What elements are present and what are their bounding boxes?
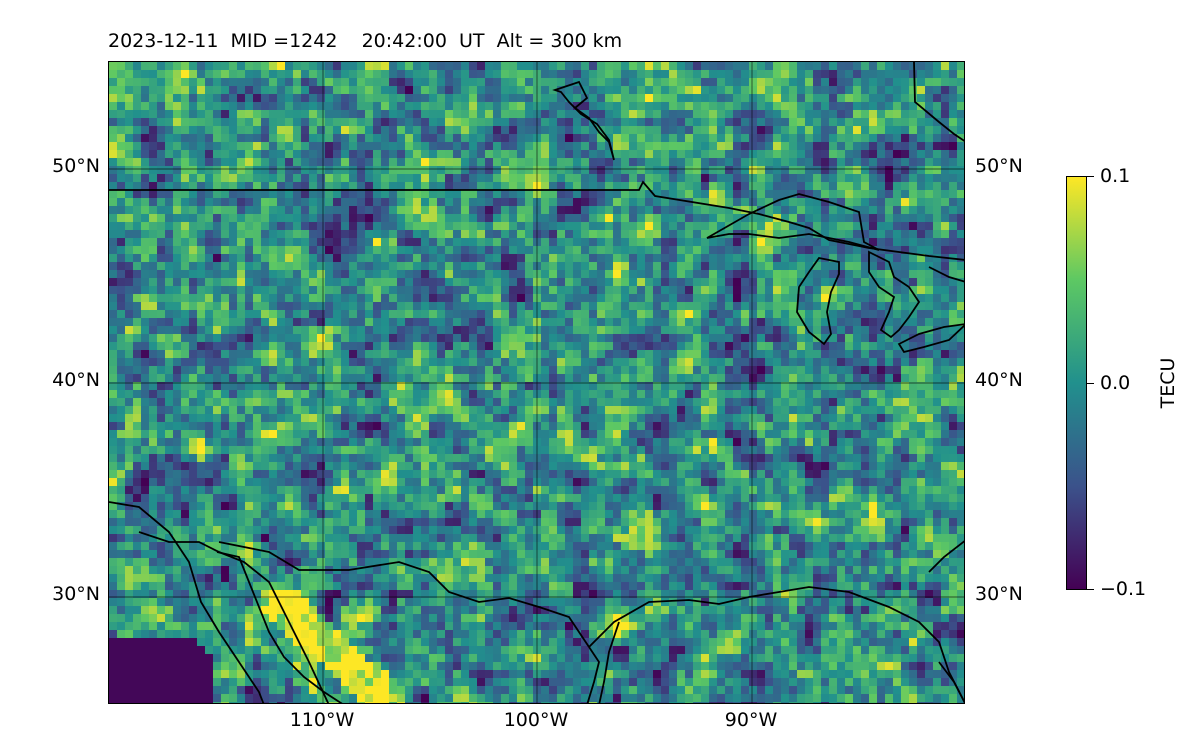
coast-gulf-mexico [588,586,964,703]
lake-winnipeg [552,80,615,161]
lon-label-100: 100°W [503,709,569,731]
colorbar-tick-max [1087,176,1094,177]
lake-michigan [796,257,840,346]
lake-ontario [928,266,964,283]
colorbar [1066,176,1087,590]
lat-label-30-right: 30°N [975,583,1023,605]
lake-erie [897,323,964,354]
coast-florida [928,540,964,573]
colorbar-tick-zero [1087,383,1094,384]
map-title: 2023-12-11 MID =1242 20:42:00 UT Alt = 3… [108,30,623,52]
coast-baja [109,501,265,703]
coast-gulf-california [216,551,343,703]
lat-label-30-left: 30°N [52,583,100,605]
coast-mexico-west [138,531,330,703]
lon-label-110: 110°W [289,709,355,731]
lake-huron [868,250,921,339]
colorbar-label-max: 0.1 [1100,165,1131,187]
graticule [109,62,964,703]
coast-hudson-bay [913,62,964,142]
lake-superior [706,193,880,251]
border-us-canada [109,180,964,261]
coast-gulf-texas [586,646,600,703]
lat-label-50-right: 50°N [975,155,1023,177]
tec-map[interactable] [108,61,965,704]
lat-label-40-right: 40°N [975,369,1023,391]
lat-label-50-left: 50°N [52,155,100,177]
colorbar-label-zero: 0.0 [1100,372,1131,394]
coastlines [109,62,964,703]
lat-label-40-left: 40°N [52,369,100,391]
tec-map-canvas [109,62,964,703]
border-us-mexico [218,541,590,648]
lon-label-90: 90°W [724,709,778,731]
colorbar-title: TECU [1157,357,1179,409]
coast-mexico-gulf [598,621,620,703]
tec-cells [109,62,964,703]
coast-atlantic [938,661,964,703]
colorbar-tick-min [1087,589,1094,590]
colorbar-label-min: −0.1 [1100,578,1147,600]
